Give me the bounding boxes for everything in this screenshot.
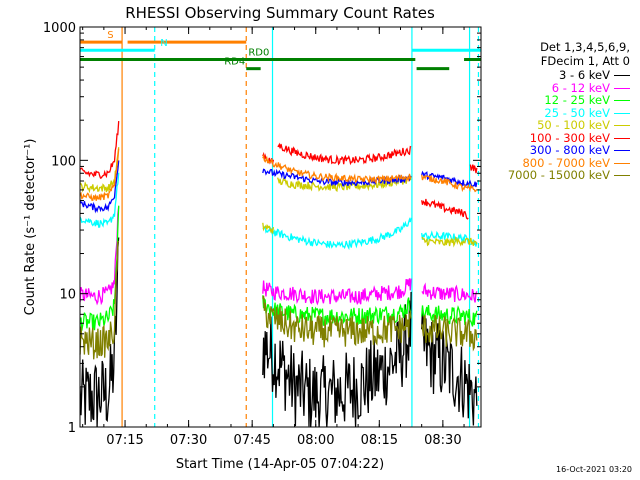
legend-entry-5: 100 - 300 keV (530, 131, 630, 145)
series-2-segment-0 (79, 205, 120, 333)
legend-label-7: 800 - 7000 keV (522, 155, 610, 170)
series-5-segment-4 (469, 164, 478, 174)
legend-swatch-2 (614, 100, 630, 101)
x-tick-label-2: 07:45 (233, 433, 270, 448)
x-tick-label-1: 07:30 (170, 433, 207, 448)
series-0-segment-0 (79, 237, 120, 427)
series-3-segment-1 (262, 217, 412, 251)
y-tick-label-3: 1000 (43, 21, 76, 36)
legend-entry-7: 800 - 7000 keV (522, 156, 630, 170)
series-2-segment-1 (262, 295, 412, 327)
legend-label-1: 6 - 12 keV (551, 80, 610, 95)
legend-label-2: 12 - 25 keV (544, 93, 610, 107)
x-tick-label-3: 08:00 (297, 433, 334, 448)
series-4-segment-3 (421, 235, 478, 248)
flag-label-2: RD0 (248, 48, 269, 59)
flag-label-1: N (160, 38, 167, 49)
legend-label-0: 3 - 6 keV (559, 68, 610, 82)
series-5-segment-0 (79, 121, 120, 179)
plot-frame (79, 26, 482, 428)
series-4-segment-1 (262, 222, 275, 234)
legend-swatch-3 (614, 112, 630, 114)
legend-swatch-4 (614, 125, 630, 126)
chart-title: RHESSI Observing Summary Count Rates (125, 4, 435, 22)
y-tick-label-1: 10 (59, 288, 76, 303)
legend-header-1: FDecim 1, Att 0 (540, 54, 630, 68)
series-3-segment-0 (79, 172, 120, 228)
x-axis-label: Start Time (14-Apr-05 07:04:22) (176, 457, 384, 472)
legend-label-3: 25 - 50 keV (544, 105, 610, 120)
legend-label-8: 7000 - 15000 keV (507, 168, 610, 182)
y-axis-label: Count Rate (s⁻¹ detector⁻¹) (23, 139, 38, 316)
legend-entry-2: 12 - 25 keV (544, 93, 630, 107)
legend-entry-6: 300 - 800 keV (530, 143, 630, 157)
series-5-segment-3 (421, 198, 469, 220)
flag-label-3: RD4 (224, 57, 245, 68)
legend-entry-0: 3 - 6 keV (559, 68, 630, 82)
series-3-segment-2 (421, 230, 478, 247)
series-2-segment-2 (421, 304, 478, 327)
legend-label-5: 100 - 300 keV (529, 130, 610, 145)
series-1-segment-1 (262, 278, 412, 306)
legend-entry-3: 25 - 50 keV (544, 106, 630, 120)
legend-entry-4: 50 - 100 keV (537, 118, 630, 132)
series-8-segment-2 (421, 314, 478, 352)
legend-label-6: 300 - 800 keV (529, 143, 610, 157)
series-0-segment-2 (421, 308, 478, 426)
series-6-segment-0 (79, 160, 120, 214)
x-tick-label-0: 07:15 (106, 433, 143, 448)
legend-swatch-1 (614, 87, 630, 89)
series-0-segment-1 (262, 291, 412, 428)
x-tick-label-5: 08:30 (424, 433, 461, 448)
series-5-segment-2 (277, 142, 412, 166)
series-8-segment-0 (79, 240, 120, 360)
series-8-segment-1 (262, 295, 412, 348)
legend-header-0: Det 1,3,4,5,6,9, (540, 40, 630, 54)
y-tick-label-2: 100 (51, 154, 76, 169)
series-1-segment-2 (421, 282, 478, 303)
series-7-segment-1 (262, 153, 412, 185)
legend-swatch-6 (614, 150, 630, 151)
legend-swatch-7 (614, 162, 630, 164)
footer-timestamp: 16-Oct-2021 03:20 (556, 465, 632, 474)
legend-swatch-0 (614, 75, 630, 76)
series-1-segment-0 (79, 206, 120, 306)
y-tick-label-0: 1 (68, 421, 76, 436)
series-7-segment-2 (421, 174, 478, 193)
legend-swatch-5 (614, 137, 630, 139)
legend-swatch-8 (614, 175, 630, 176)
flag-label-0: S (107, 30, 113, 41)
series-4-segment-0 (79, 147, 120, 194)
legend-entry-8: 7000 - 15000 keV (508, 168, 630, 182)
x-tick-label-4: 08:15 (361, 433, 398, 448)
series-7-segment-0 (79, 148, 120, 201)
legend-entry-1: 6 - 12 keV (552, 81, 630, 95)
legend-label-4: 50 - 100 keV (537, 118, 610, 132)
